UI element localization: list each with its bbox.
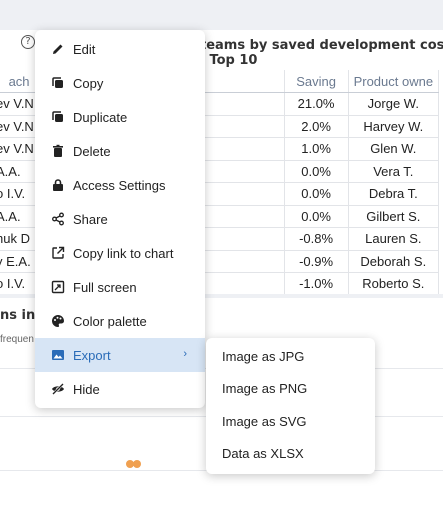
- copy-icon: [51, 76, 65, 90]
- cell-saving: 0.0%: [284, 205, 349, 228]
- chart-title-line2: . Top 10: [200, 53, 258, 68]
- menu-item-label: Access Settings: [73, 177, 166, 193]
- cell-saving: 21.0%: [284, 92, 349, 116]
- menu-item-copy[interactable]: Copy: [35, 66, 205, 100]
- menu-item-export[interactable]: Export ›: [35, 338, 205, 372]
- cell-saving: 2.0%: [284, 115, 349, 138]
- menu-item-label: Delete: [73, 143, 111, 159]
- export-option-data-as-xlsx[interactable]: Data as XLSX: [222, 446, 304, 462]
- eye-slash-icon: [51, 382, 65, 396]
- cell-owner: Roberto S.: [348, 272, 440, 294]
- export-option-image-as-png[interactable]: Image as PNG: [222, 381, 308, 397]
- column-header-saving[interactable]: Saving: [284, 70, 349, 93]
- context-menu: Edit Copy Duplicate Delete Access Settings Sh…: [35, 30, 205, 408]
- pencil-icon: [51, 42, 65, 56]
- menu-item-label: Edit: [73, 41, 96, 57]
- cell-owner: Deborah S.: [348, 250, 440, 273]
- cell-owner: Vera T.: [348, 160, 440, 183]
- export-submenu: Image as JPG Image as PNG Image as SVG Data…: [206, 338, 375, 474]
- help-icon[interactable]: ?: [21, 35, 35, 49]
- lock-icon: [51, 178, 65, 192]
- column-header-owner[interactable]: Product owne: [348, 70, 440, 93]
- cell-owner: Jorge W.: [348, 92, 440, 116]
- menu-item-delete[interactable]: Delete: [35, 134, 205, 168]
- second-chart-title: ns in: [0, 308, 36, 323]
- cell-owner: Glen W.: [348, 137, 440, 161]
- cell-owner: Harvey W.: [348, 115, 440, 138]
- export-option-image-as-svg[interactable]: Image as SVG: [222, 413, 307, 429]
- cell-approach: huk D: [0, 227, 44, 251]
- menu-item-hide[interactable]: Hide: [35, 372, 205, 406]
- menu-item-full-screen[interactable]: Full screen: [35, 270, 205, 304]
- chart-title: teams by saved development costs . Top 1…: [200, 38, 443, 68]
- cell-saving: 0.0%: [284, 182, 349, 206]
- external-link-icon: [51, 246, 65, 260]
- share-icon: [51, 212, 65, 226]
- cell-owner: Gilbert S.: [348, 205, 440, 228]
- menu-item-label: Copy: [73, 75, 104, 91]
- export-option-image-as-jpg[interactable]: Image as JPG: [222, 348, 305, 364]
- menu-item-access-settings[interactable]: Access Settings: [35, 168, 205, 202]
- cell-saving: -0.8%: [284, 227, 349, 251]
- second-chart-subtitle: frequen: [0, 334, 34, 345]
- menu-item-label: Copy link to chart: [73, 245, 174, 261]
- cell-saving: 0.0%: [284, 160, 349, 183]
- cell-approach: y E.A.: [0, 250, 44, 273]
- chevron-right-icon: ›: [183, 348, 187, 360]
- cell-saving: -0.9%: [284, 250, 349, 273]
- chart-title-line1: teams by saved development costs: [200, 38, 443, 53]
- menu-item-label: Full screen: [73, 279, 137, 295]
- cell-saving: -1.0%: [284, 272, 349, 294]
- menu-item-copy-link-to-chart[interactable]: Copy link to chart: [35, 236, 205, 270]
- trash-icon: [51, 144, 65, 158]
- data-point[interactable]: [126, 460, 134, 468]
- menu-item-label: Duplicate: [73, 109, 128, 125]
- cell-owner: Lauren S.: [348, 227, 440, 251]
- menu-item-duplicate[interactable]: Duplicate: [35, 100, 205, 134]
- menu-item-color-palette[interactable]: Color palette: [35, 304, 205, 338]
- menu-item-label: Hide: [73, 381, 100, 397]
- menu-item-label: Export: [73, 347, 111, 363]
- fullscreen-icon: [51, 280, 65, 294]
- menu-item-share[interactable]: Share: [35, 202, 205, 236]
- palette-icon: [51, 314, 65, 328]
- cell-owner: Debra T.: [348, 182, 440, 206]
- top-bar: [0, 0, 443, 24]
- menu-item-label: Share: [73, 211, 108, 227]
- menu-item-label: Color palette: [73, 313, 147, 329]
- duplicate-icon: [51, 110, 65, 124]
- cell-saving: 1.0%: [284, 137, 349, 161]
- cell-approach: ev V.N: [0, 92, 44, 116]
- column-header-approach[interactable]: ach: [0, 70, 44, 93]
- data-point[interactable]: [133, 460, 141, 468]
- menu-item-edit[interactable]: Edit: [35, 32, 205, 66]
- image-icon: [51, 348, 65, 362]
